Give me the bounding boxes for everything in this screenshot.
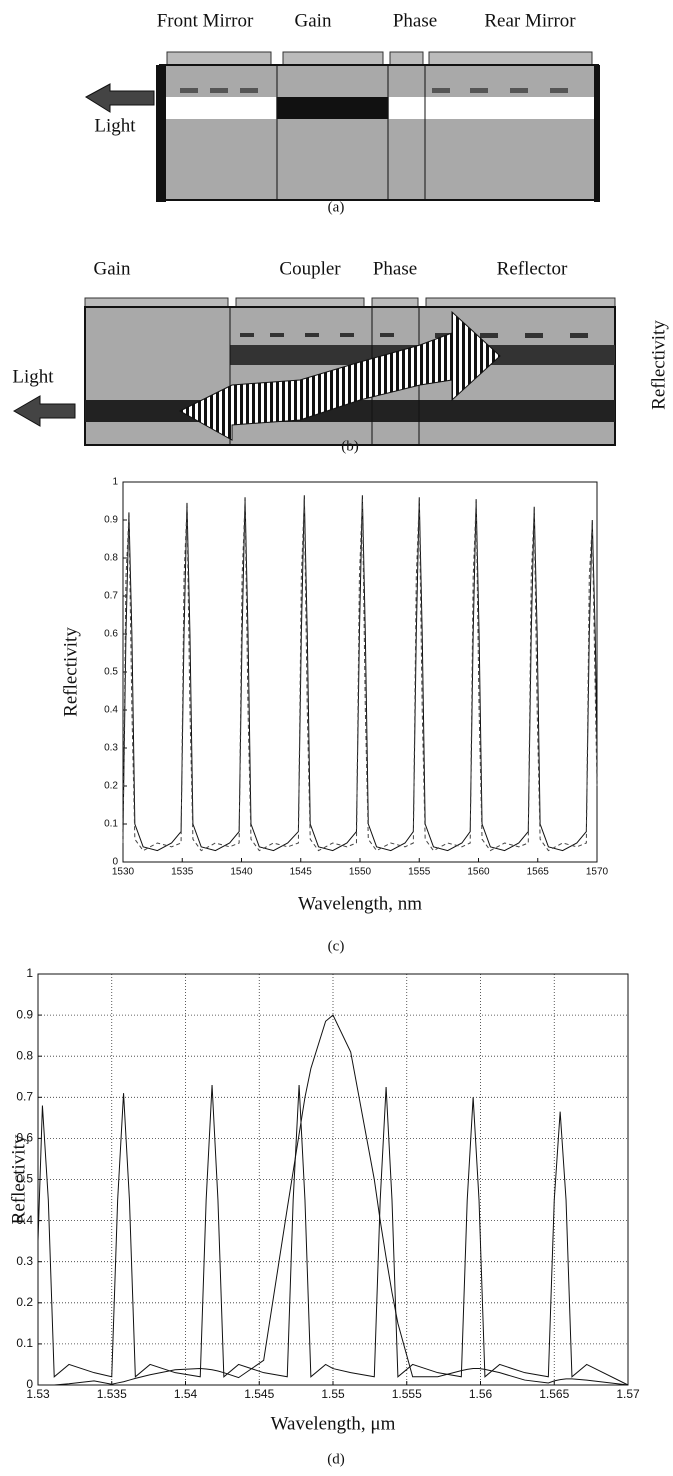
y-tick-label: 0.4 (16, 1213, 33, 1227)
y-axis-label: Reflectivity (60, 627, 81, 717)
series-line (122, 499, 598, 852)
section-label: Front Mirror (157, 10, 254, 31)
light-arrow (12, 395, 76, 427)
y-tick-label: 0.6 (104, 629, 118, 640)
x-tick-label: 1.57 (616, 1387, 640, 1401)
section-label: Phase (373, 258, 417, 279)
section-label: Coupler (279, 258, 341, 279)
contact (389, 51, 424, 67)
x-tick-label: 1570 (586, 867, 609, 878)
x-tick-label: 1.54 (174, 1387, 198, 1401)
contact (282, 51, 384, 67)
section-label: Phase (393, 10, 437, 31)
diagram-b: Gain Coupler Phase Reflector Light Refle… (12, 258, 669, 454)
plot-frame (37, 973, 629, 1386)
x-tick-label: 1.555 (392, 1387, 422, 1401)
chip (159, 64, 599, 201)
caption: (b) (341, 438, 359, 454)
section-label: Gain (295, 10, 332, 31)
series-line (38, 1014, 629, 1386)
y-axis-label: Reflectivity (8, 1134, 29, 1224)
x-tick-label: 1560 (467, 867, 490, 878)
section-label: Gain (94, 258, 131, 279)
y-tick-label: 0 (112, 857, 118, 868)
y-tick-label: 0.9 (16, 1007, 33, 1021)
y-tick-label: 0.2 (104, 781, 118, 792)
section-label: Reflector (497, 258, 568, 279)
y-tick-label: 1 (26, 966, 33, 980)
x-tick-label: 1555 (408, 867, 431, 878)
waveguide (277, 97, 388, 119)
y-tick-label: 0.2 (16, 1295, 33, 1309)
x-tick-label: 1550 (349, 867, 372, 878)
y-tick-label: 0.5 (16, 1172, 33, 1186)
facet (156, 65, 166, 202)
section-label: Rear Mirror (484, 10, 576, 31)
y-tick-label: 0.9 (104, 515, 118, 526)
light-path (178, 310, 501, 441)
plot-frame (122, 481, 598, 863)
y-tick-label: 0.7 (104, 591, 118, 602)
x-tick-label: 1.545 (244, 1387, 274, 1401)
waveguide (389, 97, 425, 119)
side-label: Reflectivity (648, 320, 669, 410)
y-tick-label: 0 (26, 1377, 33, 1391)
waveguide (425, 97, 594, 119)
x-tick-label: 1545 (290, 867, 313, 878)
contact (428, 51, 593, 67)
x-tick-label: 1.56 (469, 1387, 493, 1401)
x-axis-label: Wavelength, μm (271, 1413, 396, 1434)
contact (166, 51, 272, 67)
y-tick-label: 0.3 (104, 743, 118, 754)
y-tick-label: 0.3 (16, 1254, 33, 1268)
caption: (a) (328, 199, 345, 215)
x-tick-label: 1535 (171, 867, 194, 878)
series-line (37, 1084, 629, 1386)
waveguide (166, 97, 276, 119)
x-tick-label: 1565 (527, 867, 550, 878)
x-tick-label: 1540 (230, 867, 253, 878)
grating (180, 88, 568, 93)
light-arrow (85, 83, 155, 113)
x-tick-label: 1.565 (539, 1387, 569, 1401)
y-tick-label: 0.8 (104, 553, 118, 564)
x-tick-label: 1.53 (26, 1387, 50, 1401)
y-tick-label: 0.6 (16, 1131, 33, 1145)
y-tick-label: 0.5 (104, 667, 118, 678)
x-tick-label: 1530 (112, 867, 135, 878)
y-tick-label: 0.1 (16, 1336, 33, 1350)
x-tick-label: 1.535 (97, 1387, 127, 1401)
x-axis-label: Wavelength, nm (298, 893, 422, 914)
y-tick-label: 0.8 (16, 1048, 33, 1062)
x-tick-label: 1.55 (321, 1387, 345, 1401)
light-label: Light (12, 366, 54, 387)
y-tick-label: 0.1 (104, 819, 118, 830)
light-label: Light (94, 115, 136, 136)
diagram-a: Front Mirror Gain Phase Rear Mirror Ligh… (85, 10, 600, 215)
y-tick-label: 0.4 (104, 705, 118, 716)
y-tick-label: 0.7 (16, 1089, 33, 1103)
y-tick-label: 1 (112, 477, 118, 488)
caption: (d) (327, 1451, 345, 1467)
facet (594, 65, 600, 202)
caption: (c) (328, 938, 345, 954)
